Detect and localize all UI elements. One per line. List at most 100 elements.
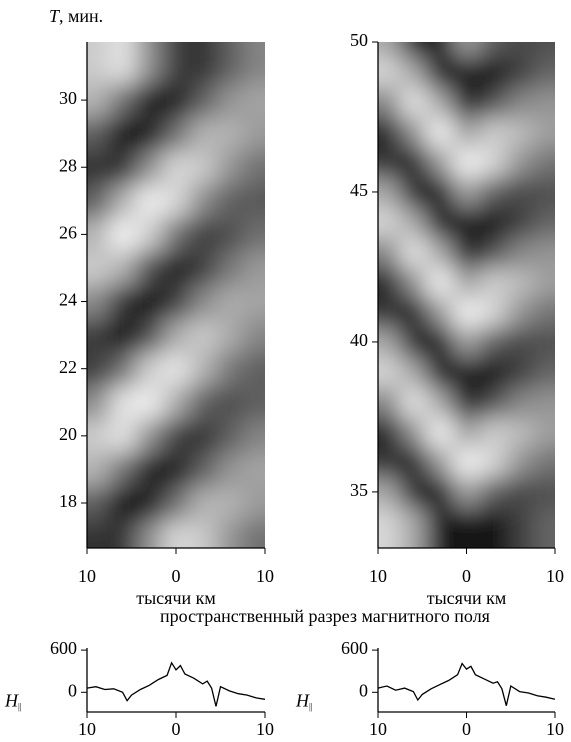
x-axis-label: тысячи км	[136, 588, 216, 608]
y-tick-label: 600	[341, 638, 368, 658]
x-tick-label: 10	[78, 719, 96, 739]
heatmap-cell	[453, 206, 481, 238]
heatmap-cell	[378, 176, 401, 208]
heatmap-cell	[162, 351, 190, 386]
heatmap-cell	[87, 419, 110, 454]
heatmap-cell	[479, 146, 507, 178]
heatmap-cell	[87, 83, 110, 118]
heatmap-cell	[378, 146, 401, 178]
heatmap-cell	[426, 116, 454, 148]
x-tick-label: 10	[369, 719, 387, 739]
heatmap-cell	[479, 416, 507, 448]
heatmap-cell	[216, 486, 244, 521]
heatmap-cell	[135, 184, 164, 219]
x-tick-label: 10	[78, 566, 96, 586]
heatmap-cell	[378, 296, 401, 328]
heatmap-cell	[426, 146, 454, 178]
heatmap-cell	[426, 386, 454, 418]
heatmap-cell	[532, 266, 555, 298]
x-tick-label: 0	[462, 719, 471, 739]
heatmap-cell	[532, 446, 555, 478]
y-axis-symbol: H	[295, 690, 310, 710]
y-tick-label: 0	[68, 680, 77, 700]
heatmap-cell	[532, 146, 555, 178]
heatmap-cell	[189, 251, 217, 286]
heatmap-cell	[479, 386, 507, 418]
heatmap-cell	[400, 416, 428, 448]
heatmap-cell	[453, 326, 481, 358]
heatmap-cell	[87, 116, 110, 151]
heatmap-cell	[378, 446, 401, 478]
heatmap-cell	[506, 326, 534, 358]
heatmap	[87, 42, 265, 548]
heatmap-cell	[189, 385, 217, 420]
heatmap-cell	[400, 206, 428, 238]
heatmap-cell	[109, 251, 137, 286]
heatmap-cell	[87, 318, 110, 353]
y-tick-label: 45	[350, 180, 368, 200]
heatmap-cell	[400, 116, 428, 148]
heatmap-cell	[426, 42, 454, 58]
heatmap-cell	[378, 416, 401, 448]
heatmap-cell	[87, 217, 110, 252]
heatmap-cell	[400, 476, 428, 508]
heatmap-cell	[189, 150, 217, 185]
heatmap-cell	[506, 506, 534, 548]
x-tick-label: 10	[369, 566, 387, 586]
heatmap-cell	[87, 42, 110, 84]
y-axis-label: T, мин.	[49, 6, 103, 26]
heatmap-cell	[135, 351, 164, 386]
heatmap-cell	[216, 184, 244, 219]
heatmap-cell	[479, 176, 507, 208]
heatmap-cell	[400, 506, 428, 548]
heatmap-cell	[87, 351, 110, 386]
heatmap-cell	[87, 452, 110, 487]
heatmap-cell	[453, 446, 481, 478]
heatmap-cell	[506, 116, 534, 148]
heatmap-cell	[506, 296, 534, 328]
heatmap-cell	[400, 386, 428, 418]
heatmap-cell	[479, 356, 507, 388]
heatmap-cell	[242, 419, 265, 454]
heatmap-cell	[216, 42, 244, 84]
y-tick-label: 40	[350, 330, 368, 350]
heatmap-cell	[109, 83, 137, 118]
heatmap-cell	[189, 83, 217, 118]
y-axis-label: H||	[295, 690, 313, 711]
y-tick-label: 28	[59, 155, 77, 175]
heatmap-cell	[532, 42, 555, 58]
heatmap-cell	[426, 296, 454, 328]
heatmap-cell	[109, 385, 137, 420]
heatmap-cell	[109, 486, 137, 521]
heatmap-cell	[506, 356, 534, 388]
heatmap-cell	[532, 56, 555, 88]
heatmap-cell	[479, 236, 507, 268]
y-axis-subscript: ||	[309, 701, 313, 711]
heatmap-cell	[400, 56, 428, 88]
heatmap-cell	[242, 318, 265, 353]
heatmap-cell	[479, 86, 507, 118]
heatmap-cell	[479, 266, 507, 298]
heatmap-cell	[242, 486, 265, 521]
y-tick-label: 50	[350, 30, 368, 50]
heatmap-cell	[378, 326, 401, 358]
heatmap-cell	[135, 284, 164, 319]
heatmap-cell	[400, 296, 428, 328]
caption: пространственный разрез магнитного поля	[160, 606, 490, 626]
heatmap-cell	[426, 446, 454, 478]
heatmap-cell	[162, 184, 190, 219]
heatmap-cell	[109, 284, 137, 319]
heatmap-cell	[426, 86, 454, 118]
y-axis-unit: , мин.	[59, 6, 103, 26]
heatmap-cell	[479, 56, 507, 88]
heatmap-cell	[216, 419, 244, 454]
heatmap-cell	[378, 476, 401, 508]
heatmap-cell	[426, 326, 454, 358]
heatmap-cell	[109, 42, 137, 84]
heatmap-cell	[162, 419, 190, 454]
heatmap-cell	[400, 146, 428, 178]
heatmap-cell	[242, 42, 265, 84]
x-tick-label: 10	[546, 566, 564, 586]
heatmap-cell	[426, 356, 454, 388]
